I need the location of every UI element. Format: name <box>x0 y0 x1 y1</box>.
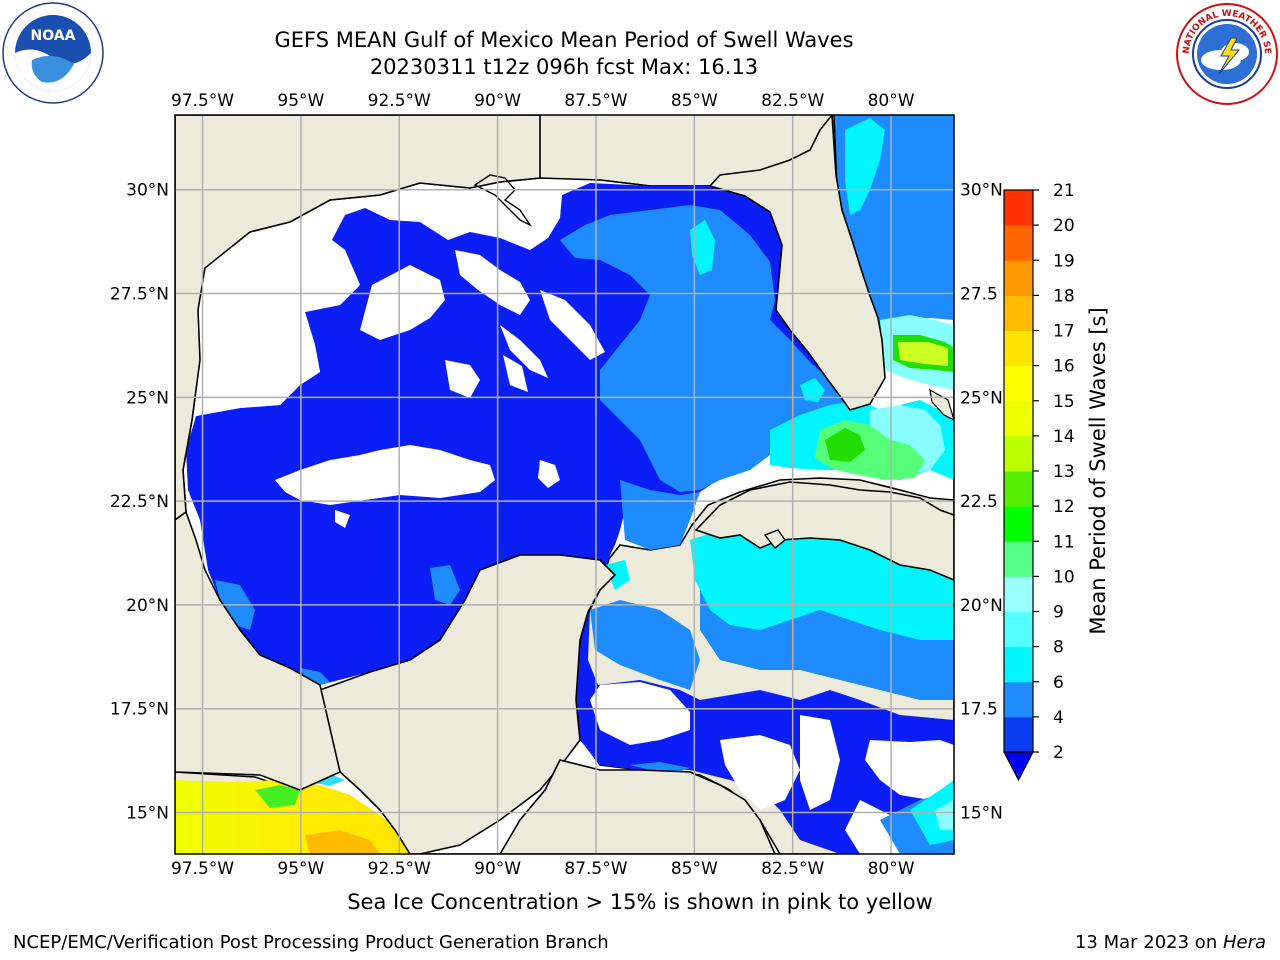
us-south-coast <box>175 115 541 521</box>
lat-tick-label: 25°N <box>960 388 1003 408</box>
colorbar-segment <box>1004 646 1033 683</box>
colorbar-tick-label: 2 <box>1053 743 1064 763</box>
lat-ticks-right: 30°N 27.5 25°N 22.5 20°N 17.5 15°N <box>960 181 1003 824</box>
colorbar-tick-label: 6 <box>1053 673 1064 693</box>
mexico-mainland <box>175 510 341 791</box>
chart-title: GEFS MEAN Gulf of Mexico Mean Period of … <box>274 28 854 52</box>
colorbar-segment <box>1004 330 1033 367</box>
colorbar-segment <box>1004 435 1033 472</box>
colorbar-segment <box>1004 260 1033 296</box>
colorbar-extend-arrow <box>1003 751 1034 782</box>
lon-tick-label: 97.5°W <box>171 859 234 879</box>
central-america <box>499 759 776 854</box>
colorbar-tick-label: 9 <box>1053 603 1064 623</box>
isla-juventud <box>763 529 786 549</box>
lon-tick-label: 95°W <box>277 91 324 111</box>
florida-peninsula <box>708 115 886 411</box>
lon-ticks-top: 97.5°W 95°W 92.5°W 90°W 87.5°W 85°W 82.5°W 80°W <box>171 91 915 111</box>
lon-tick-label: 90°W <box>474 91 521 111</box>
lat-tick-label: 25°N <box>126 388 169 408</box>
footer-host: Hera <box>1222 932 1266 953</box>
swell-12-13s <box>898 342 948 366</box>
colorbar-tick-label: 11 <box>1053 532 1075 552</box>
chart-subtitle: 20230311 t12z 096h fcst Max: 16.13 <box>369 55 759 79</box>
colorbar-segment <box>1004 506 1033 542</box>
lon-tick-label: 82.5°W <box>761 859 824 879</box>
colorbar-segment <box>1004 716 1033 753</box>
cuba-island <box>694 481 954 581</box>
pacific-swell <box>175 780 420 854</box>
lat-tick-label: 17.5 <box>960 700 998 720</box>
lon-tick-label: 85°W <box>671 91 718 111</box>
colorbar-segment <box>1004 400 1033 437</box>
pacific-swell-orange <box>305 830 380 854</box>
colorbar: 2 4 6 8 9 10 11 12 13 14 15 16 17 18 19 20 21 <box>1003 181 1075 782</box>
lon-ticks-bottom: 97.5°W 95°W 92.5°W 90°W 87.5°W 85°W 82.5°W 80°W <box>171 859 915 879</box>
lat-tick-label: 17.5°N <box>110 700 169 720</box>
colorbar-tick-label: 13 <box>1053 462 1075 482</box>
sea-ice-note: Sea Ice Concentration > 15% is shown in … <box>0 890 1280 914</box>
colorbar-segment <box>1004 611 1033 648</box>
colorbar-tick-label: 8 <box>1053 638 1064 658</box>
colorbar-tick-label: 14 <box>1053 427 1075 447</box>
lat-tick-label: 20°N <box>960 596 1003 616</box>
graticule <box>175 115 954 854</box>
colorbar-tick-label: 19 <box>1053 251 1075 271</box>
colorbar-segment <box>1004 576 1033 612</box>
colorbar-segment <box>1004 365 1033 402</box>
lon-tick-label: 95°W <box>277 859 324 879</box>
colorbar-tick-label: 16 <box>1053 357 1075 377</box>
lon-tick-label: 80°W <box>868 859 915 879</box>
lon-tick-label: 82.5°W <box>761 91 824 111</box>
lat-ticks-left: 30°N 27.5°N 25°N 22.5°N 20°N 17.5°N 15°N <box>110 181 169 824</box>
lat-tick-label: 30°N <box>126 181 169 201</box>
lon-tick-label: 85°W <box>671 859 718 879</box>
mississippi-delta <box>473 174 533 227</box>
lat-tick-label: 15°N <box>126 803 169 823</box>
sea-ice-note-text: Sea Ice Concentration > 15% is shown in … <box>347 890 933 914</box>
lon-tick-label: 92.5°W <box>368 859 431 879</box>
lon-tick-label: 87.5°W <box>564 859 627 879</box>
map-frame <box>174 114 955 855</box>
colorbar-tick-label: 12 <box>1053 497 1075 517</box>
colorbar-tick-label: 21 <box>1053 181 1075 201</box>
noaa-logo: NOAA <box>2 2 104 104</box>
footer-credit: NCEP/EMC/Verification Post Processing Pr… <box>13 932 609 953</box>
colorbar-segment <box>1004 471 1033 507</box>
footer-date-text: 13 Mar 2023 on <box>1074 932 1223 953</box>
footer-date: 13 Mar 2023 on Hera <box>1075 931 1266 955</box>
colorbar-segment <box>1004 190 1033 226</box>
lat-tick-label: 22.5 <box>960 492 998 512</box>
nws-logo: NATIONAL WEATHER SERVICE <box>1175 2 1278 105</box>
lat-tick-label: 30°N <box>960 181 1003 201</box>
lat-tick-label: 27.5 <box>960 285 998 305</box>
colorbar-label: Mean Period of Swell Waves [s] <box>1086 307 1110 634</box>
colorbar-tick-label: 17 <box>1053 322 1075 342</box>
colorbar-tick-label: 15 <box>1053 392 1075 412</box>
lat-tick-label: 20°N <box>126 596 169 616</box>
lon-tick-label: 92.5°W <box>368 91 431 111</box>
pacific-swell-green <box>255 785 300 808</box>
colorbar-tick-label: 20 <box>1053 216 1075 236</box>
noaa-logo-text: NOAA <box>31 28 76 44</box>
lon-tick-label: 80°W <box>868 91 915 111</box>
colorbar-tick-label: 18 <box>1053 286 1075 306</box>
lat-tick-label: 22.5°N <box>110 492 169 512</box>
colorbar-segment <box>1004 295 1033 331</box>
colorbar-segment <box>1004 541 1033 577</box>
colorbar-segment <box>1004 681 1033 718</box>
lon-tick-label: 97.5°W <box>171 91 234 111</box>
colorbar-segment <box>1004 225 1033 261</box>
no-data-holes <box>196 125 954 854</box>
colorbar-tick-label: 10 <box>1053 567 1075 587</box>
lat-tick-label: 15°N <box>960 803 1003 823</box>
lon-tick-label: 90°W <box>474 859 521 879</box>
lon-tick-label: 87.5°W <box>564 91 627 111</box>
colorbar-tick-label: 4 <box>1053 708 1064 728</box>
lat-tick-label: 27.5°N <box>110 285 169 305</box>
